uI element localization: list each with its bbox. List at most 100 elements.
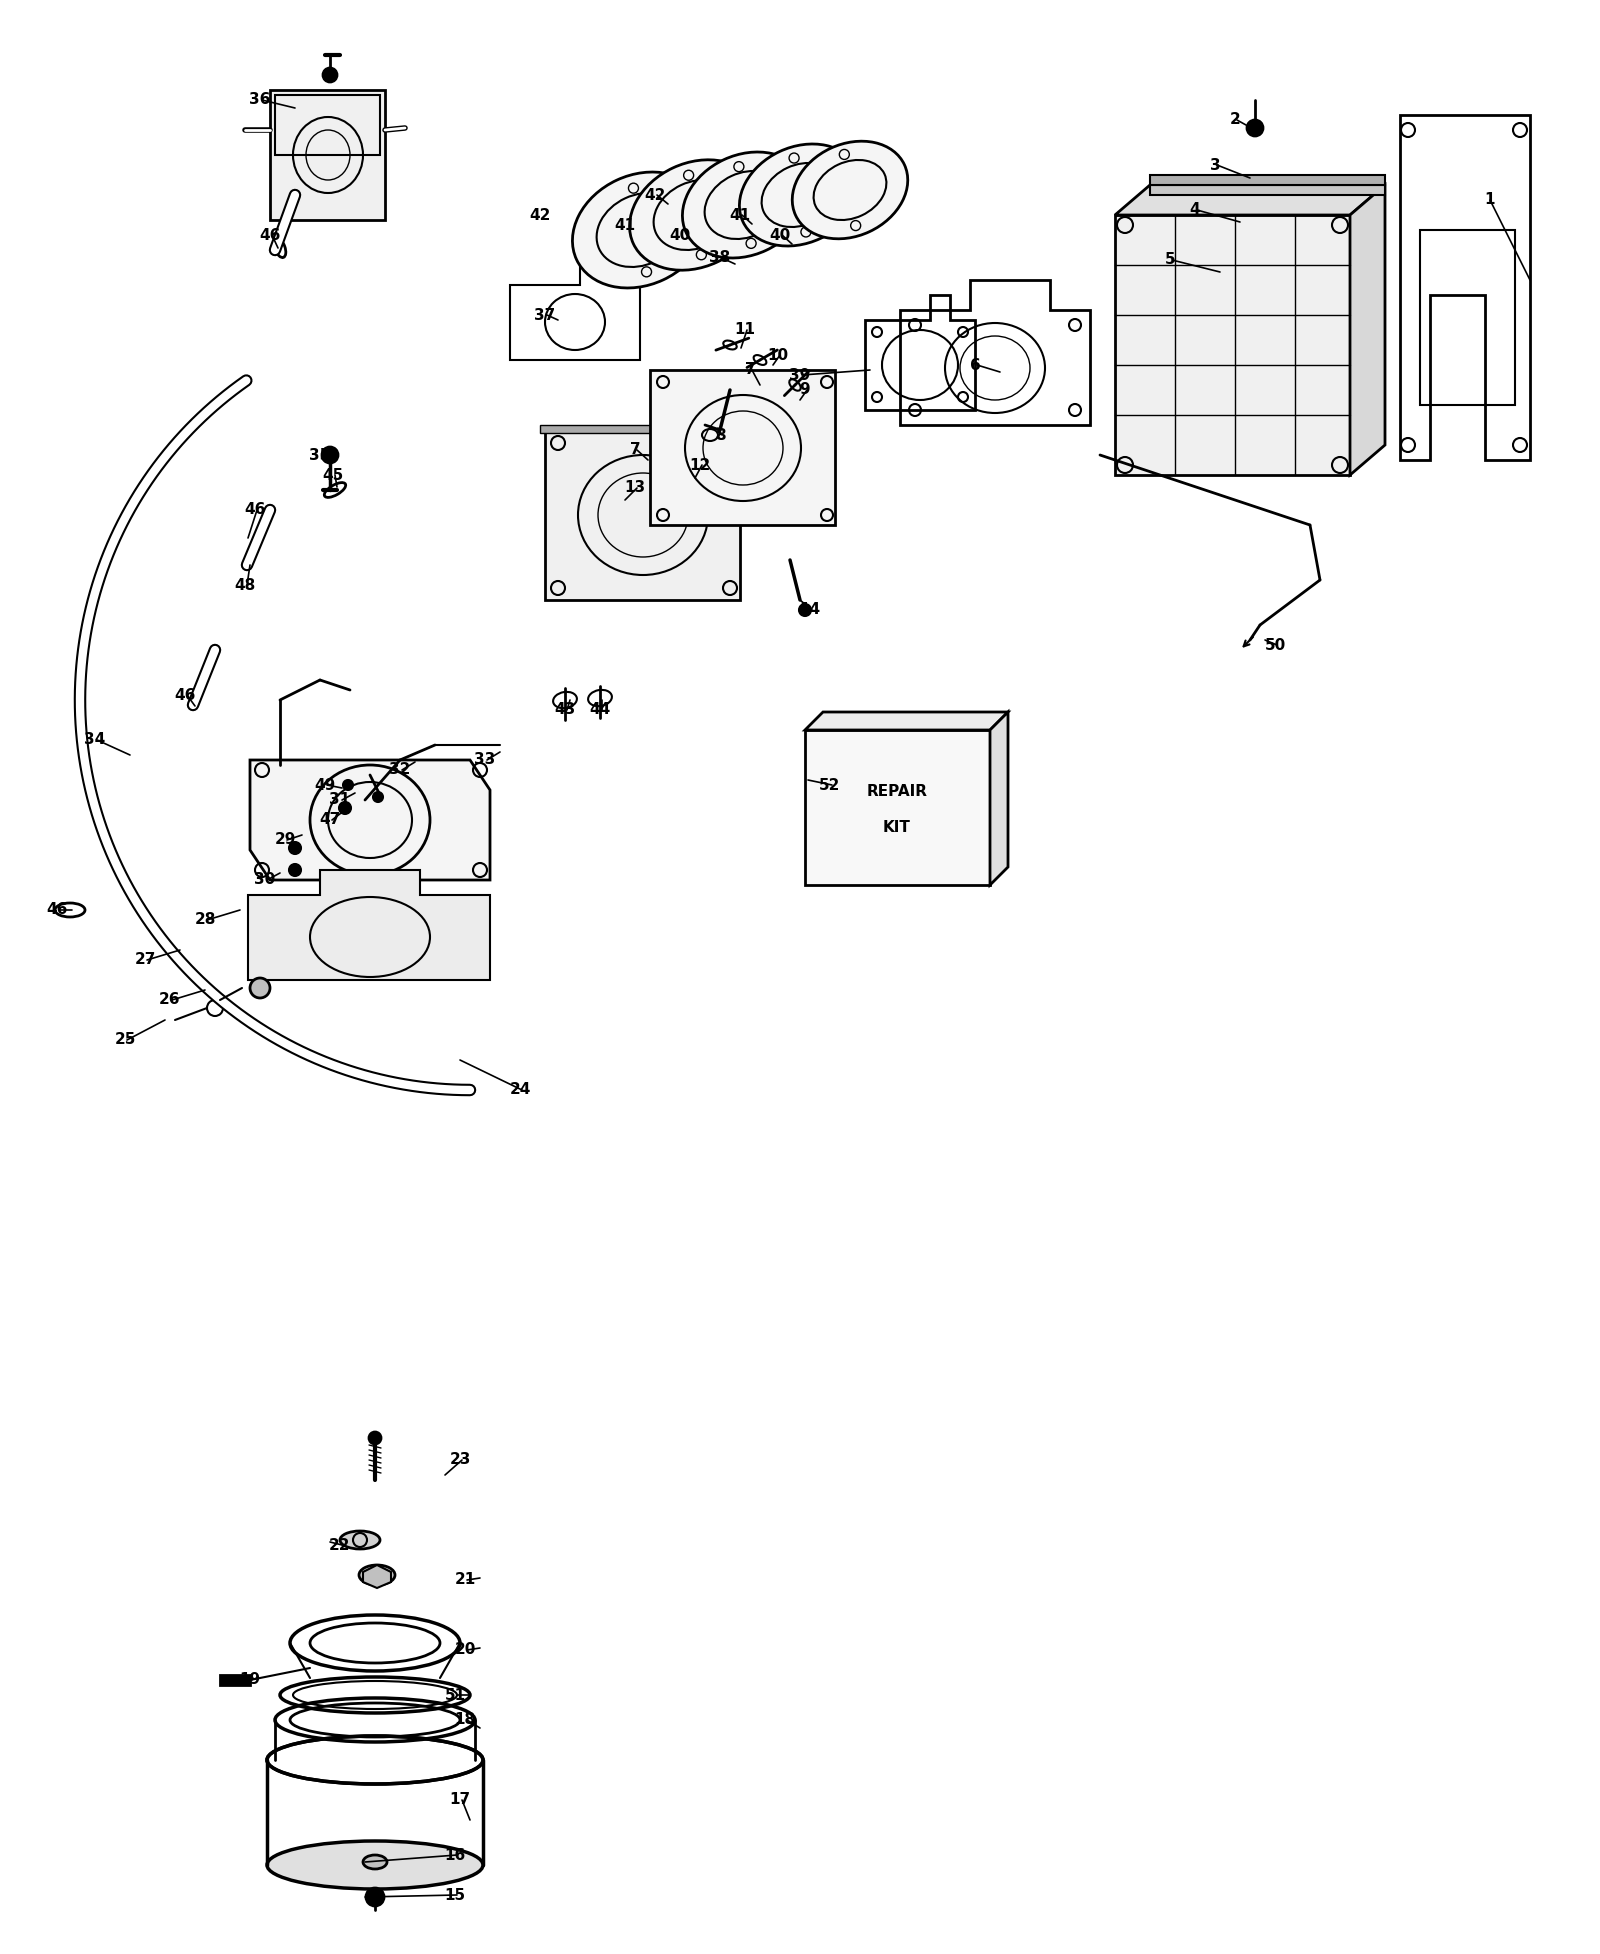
Bar xyxy=(1115,215,1350,475)
Circle shape xyxy=(290,842,301,854)
Text: 51: 51 xyxy=(445,1688,466,1702)
Text: 43: 43 xyxy=(554,703,576,717)
Text: 38: 38 xyxy=(709,250,731,266)
Ellipse shape xyxy=(358,1565,395,1585)
Text: 11: 11 xyxy=(734,322,755,338)
Circle shape xyxy=(250,979,270,998)
Text: 30: 30 xyxy=(254,873,275,887)
Text: 21: 21 xyxy=(454,1573,475,1587)
Text: 37: 37 xyxy=(534,307,555,322)
Text: 40: 40 xyxy=(770,227,790,242)
Polygon shape xyxy=(805,711,1008,731)
Ellipse shape xyxy=(573,172,707,287)
Text: 24: 24 xyxy=(509,1083,531,1098)
Text: 12: 12 xyxy=(690,457,710,473)
Text: 31: 31 xyxy=(330,793,350,807)
Circle shape xyxy=(339,801,350,815)
Text: 3: 3 xyxy=(1210,158,1221,172)
Text: 46: 46 xyxy=(259,227,280,242)
Text: 13: 13 xyxy=(624,481,645,496)
Bar xyxy=(546,430,739,600)
Text: 41: 41 xyxy=(730,207,750,223)
Circle shape xyxy=(323,68,338,82)
Text: 45: 45 xyxy=(322,467,344,483)
Text: 19: 19 xyxy=(240,1673,261,1688)
Text: 46: 46 xyxy=(46,903,67,918)
Bar xyxy=(650,369,835,526)
Ellipse shape xyxy=(629,160,760,270)
Text: 22: 22 xyxy=(330,1538,350,1553)
Text: 23: 23 xyxy=(450,1452,470,1467)
Text: 7: 7 xyxy=(630,442,640,457)
Text: 44: 44 xyxy=(589,703,611,717)
Text: 5: 5 xyxy=(1165,252,1176,268)
Text: 2: 2 xyxy=(1230,113,1240,127)
Text: KIT: KIT xyxy=(883,819,910,834)
Text: 49: 49 xyxy=(314,778,336,793)
Text: 7: 7 xyxy=(744,363,755,377)
Bar xyxy=(221,1675,250,1684)
Ellipse shape xyxy=(267,1841,483,1890)
Text: 27: 27 xyxy=(134,952,155,967)
Text: 52: 52 xyxy=(819,778,840,793)
Circle shape xyxy=(290,864,301,875)
Circle shape xyxy=(370,1432,381,1444)
Text: 42: 42 xyxy=(530,207,550,223)
Text: 50: 50 xyxy=(1264,637,1286,653)
Bar xyxy=(541,426,746,434)
Bar xyxy=(275,96,381,154)
Polygon shape xyxy=(1150,176,1386,186)
Polygon shape xyxy=(990,711,1008,885)
Text: 47: 47 xyxy=(320,813,341,827)
Text: 17: 17 xyxy=(450,1792,470,1807)
Text: 9: 9 xyxy=(800,383,810,397)
Text: 16: 16 xyxy=(445,1847,466,1862)
Text: 15: 15 xyxy=(445,1888,466,1903)
Text: 34: 34 xyxy=(85,733,106,748)
Polygon shape xyxy=(248,870,490,981)
Text: 6: 6 xyxy=(970,358,981,373)
Circle shape xyxy=(798,604,811,616)
Circle shape xyxy=(366,1888,384,1905)
Text: 8: 8 xyxy=(715,428,725,442)
Circle shape xyxy=(322,447,338,463)
Circle shape xyxy=(342,780,354,789)
Bar xyxy=(1421,231,1515,404)
Polygon shape xyxy=(363,1565,390,1589)
Text: REPAIR: REPAIR xyxy=(867,784,928,799)
Text: 28: 28 xyxy=(194,913,216,928)
Polygon shape xyxy=(1115,186,1386,215)
Ellipse shape xyxy=(363,1854,387,1868)
Text: 4: 4 xyxy=(1190,203,1200,217)
Circle shape xyxy=(373,791,382,801)
Ellipse shape xyxy=(792,141,907,238)
Circle shape xyxy=(1246,119,1262,137)
Ellipse shape xyxy=(683,152,808,258)
Text: 40: 40 xyxy=(669,227,691,242)
Text: 39: 39 xyxy=(789,367,811,383)
Text: 33: 33 xyxy=(474,752,496,768)
Bar xyxy=(270,90,386,221)
Polygon shape xyxy=(250,760,490,879)
Text: 32: 32 xyxy=(389,762,411,778)
Text: 18: 18 xyxy=(454,1712,475,1727)
Polygon shape xyxy=(1150,186,1386,195)
Text: 1: 1 xyxy=(1485,193,1496,207)
Text: 25: 25 xyxy=(114,1032,136,1047)
Text: 10: 10 xyxy=(768,348,789,363)
Text: 36: 36 xyxy=(250,92,270,107)
Text: 41: 41 xyxy=(614,217,635,233)
Ellipse shape xyxy=(739,145,861,246)
Text: 46: 46 xyxy=(174,688,195,703)
Text: 46: 46 xyxy=(245,502,266,518)
Ellipse shape xyxy=(339,1532,381,1550)
Bar xyxy=(805,731,990,885)
Text: 35: 35 xyxy=(309,447,331,463)
Text: 14: 14 xyxy=(800,602,821,617)
Text: 42: 42 xyxy=(645,188,666,203)
Text: 20: 20 xyxy=(454,1643,475,1657)
Polygon shape xyxy=(1350,186,1386,475)
Text: 29: 29 xyxy=(274,832,296,848)
Text: 26: 26 xyxy=(160,993,181,1008)
Text: 48: 48 xyxy=(234,578,256,592)
